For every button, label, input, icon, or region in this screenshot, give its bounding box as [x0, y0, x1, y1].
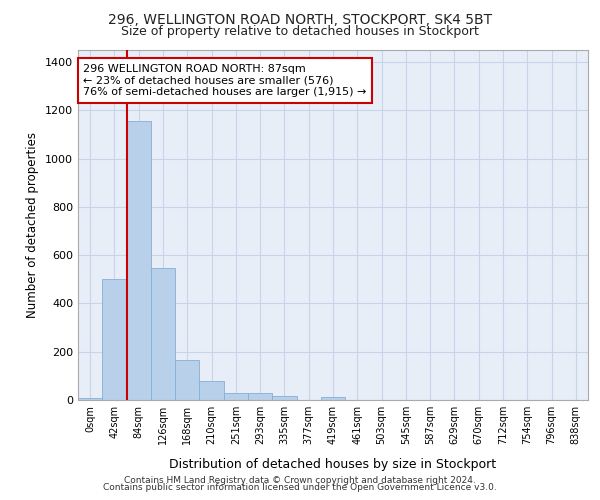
X-axis label: Distribution of detached houses by size in Stockport: Distribution of detached houses by size … — [169, 458, 497, 471]
Bar — [321, 396, 345, 400]
Text: 296 WELLINGTON ROAD NORTH: 87sqm
← 23% of detached houses are smaller (576)
76% : 296 WELLINGTON ROAD NORTH: 87sqm ← 23% o… — [83, 64, 367, 97]
Y-axis label: Number of detached properties: Number of detached properties — [26, 132, 40, 318]
Bar — [175, 360, 199, 400]
Text: Size of property relative to detached houses in Stockport: Size of property relative to detached ho… — [121, 25, 479, 38]
Bar — [127, 121, 151, 400]
Text: Contains HM Land Registry data © Crown copyright and database right 2024.: Contains HM Land Registry data © Crown c… — [124, 476, 476, 485]
Bar — [102, 280, 127, 400]
Bar — [78, 398, 102, 400]
Bar — [248, 394, 272, 400]
Bar — [224, 393, 248, 400]
Text: Contains public sector information licensed under the Open Government Licence v3: Contains public sector information licen… — [103, 484, 497, 492]
Bar — [199, 380, 224, 400]
Bar — [272, 396, 296, 400]
Bar — [151, 268, 175, 400]
Text: 296, WELLINGTON ROAD NORTH, STOCKPORT, SK4 5BT: 296, WELLINGTON ROAD NORTH, STOCKPORT, S… — [108, 12, 492, 26]
